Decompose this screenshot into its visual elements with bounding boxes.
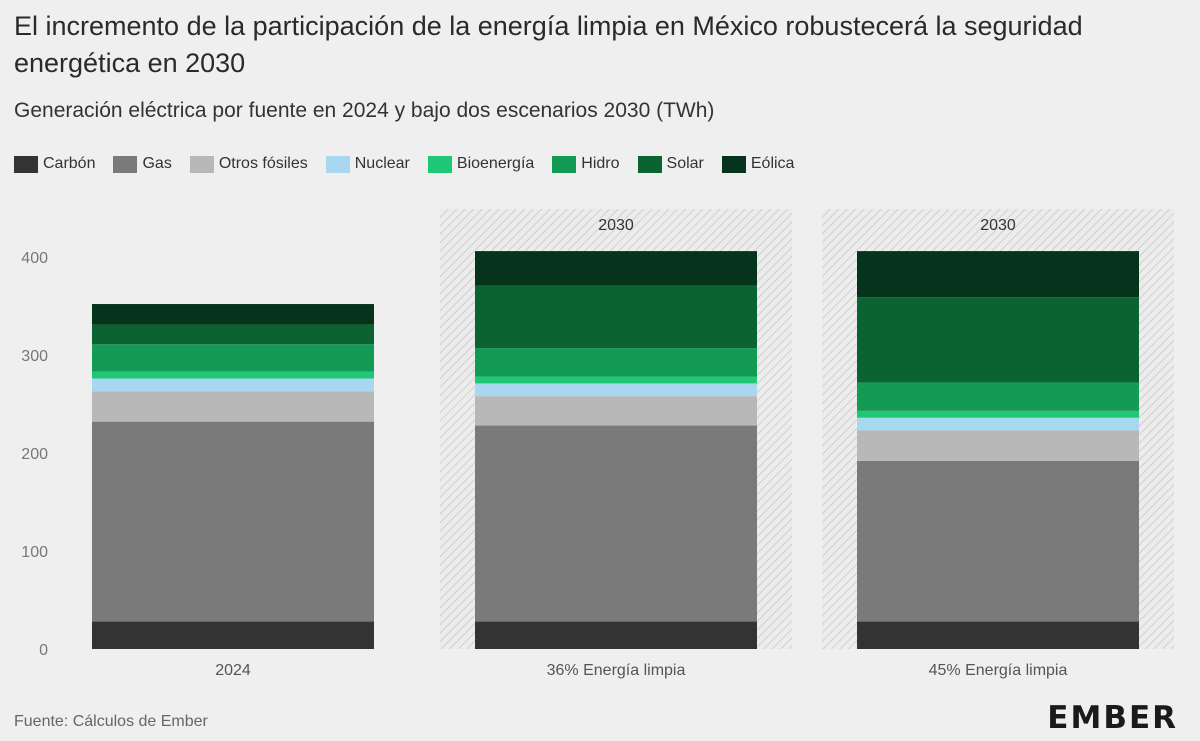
chart-title: El incremento de la participación de la … [14, 11, 1083, 78]
y-tick-label: 100 [21, 544, 48, 561]
bar-segment-bioenergia [857, 410, 1139, 418]
bar-segment-eolica [475, 251, 757, 286]
bar-segment-solar [857, 297, 1139, 383]
legend-label: Solar [666, 155, 704, 172]
legend-item: Nuclear [325, 155, 410, 173]
bar-segment-gas [475, 425, 757, 622]
stacked-bar-chart: 2030 2030 0 100 200 300 400 2024 36% Energía l… [21, 209, 1174, 679]
bar-segment-nuclear [475, 383, 757, 397]
y-tick-label: 200 [21, 446, 48, 463]
x-category-label: 36% Energía limpia [547, 662, 686, 679]
bar-segment-otros-fosiles [92, 391, 374, 422]
legend-label: Eólica [750, 155, 795, 172]
legend-label: Hidro [581, 155, 620, 172]
bar-segment-hidro [92, 344, 374, 372]
legend-item: Solar [637, 155, 704, 173]
panel-label: 2030 [598, 217, 634, 234]
legend-swatch [721, 155, 746, 173]
bar-segment-bioenergia [475, 376, 757, 384]
source-note: Fuente: Cálculos de Ember [14, 713, 208, 730]
y-tick-label: 0 [39, 642, 48, 659]
bar-segment-bioenergia [92, 371, 374, 379]
bar-segment-otros-fosiles [475, 396, 757, 426]
bar-segment-nuclear [92, 378, 374, 392]
legend-label: Bioenergía [456, 155, 535, 172]
bar-segment-carbon [475, 621, 757, 649]
bar-segment-solar [475, 285, 757, 349]
chart-legend: Carbón Gas Otros fósiles Nuclear Bioenergía H… [14, 155, 812, 173]
legend-label: Nuclear [354, 155, 410, 172]
legend-swatch [637, 155, 662, 173]
bar-segment-carbon [92, 621, 374, 649]
legend-swatch [113, 155, 138, 173]
bar-segment-eolica [857, 251, 1139, 298]
bar-segment-otros-fosiles [857, 430, 1139, 461]
y-tick-label: 300 [21, 348, 48, 365]
legend-item: Bioenergía [427, 155, 535, 173]
bar-segment-eolica [92, 304, 374, 325]
legend-item: Otros fósiles [189, 155, 308, 173]
legend-item: Eólica [721, 155, 795, 173]
legend-swatch [552, 155, 577, 173]
bar-segment-carbon [857, 621, 1139, 649]
bar-segment-gas [92, 421, 374, 622]
panel-label: 2030 [980, 217, 1016, 234]
x-category-label: 45% Energía limpia [929, 662, 1068, 679]
legend-item: Gas [113, 155, 172, 173]
bar-segment-solar [92, 324, 374, 345]
bar-segment-nuclear [857, 417, 1139, 431]
legend-swatch [14, 155, 38, 173]
legend-label: Gas [142, 155, 172, 172]
ember-logo: EMBER [1047, 700, 1178, 736]
y-tick-label: 400 [21, 250, 48, 267]
legend-item: Hidro [552, 155, 620, 173]
bar-segment-gas [857, 460, 1139, 622]
legend-swatch [427, 155, 452, 173]
legend-swatch [325, 155, 350, 173]
x-category-label: 2024 [215, 662, 251, 679]
legend-swatch [189, 155, 214, 173]
legend-label: Otros fósiles [218, 155, 308, 172]
bar-segment-hidro [857, 382, 1139, 411]
legend-item: Carbón [14, 155, 95, 173]
legend-label: Carbón [43, 155, 96, 172]
chart-subtitle: Generación eléctrica por fuente en 2024 … [14, 99, 715, 122]
bar-segment-hidro [475, 348, 757, 377]
